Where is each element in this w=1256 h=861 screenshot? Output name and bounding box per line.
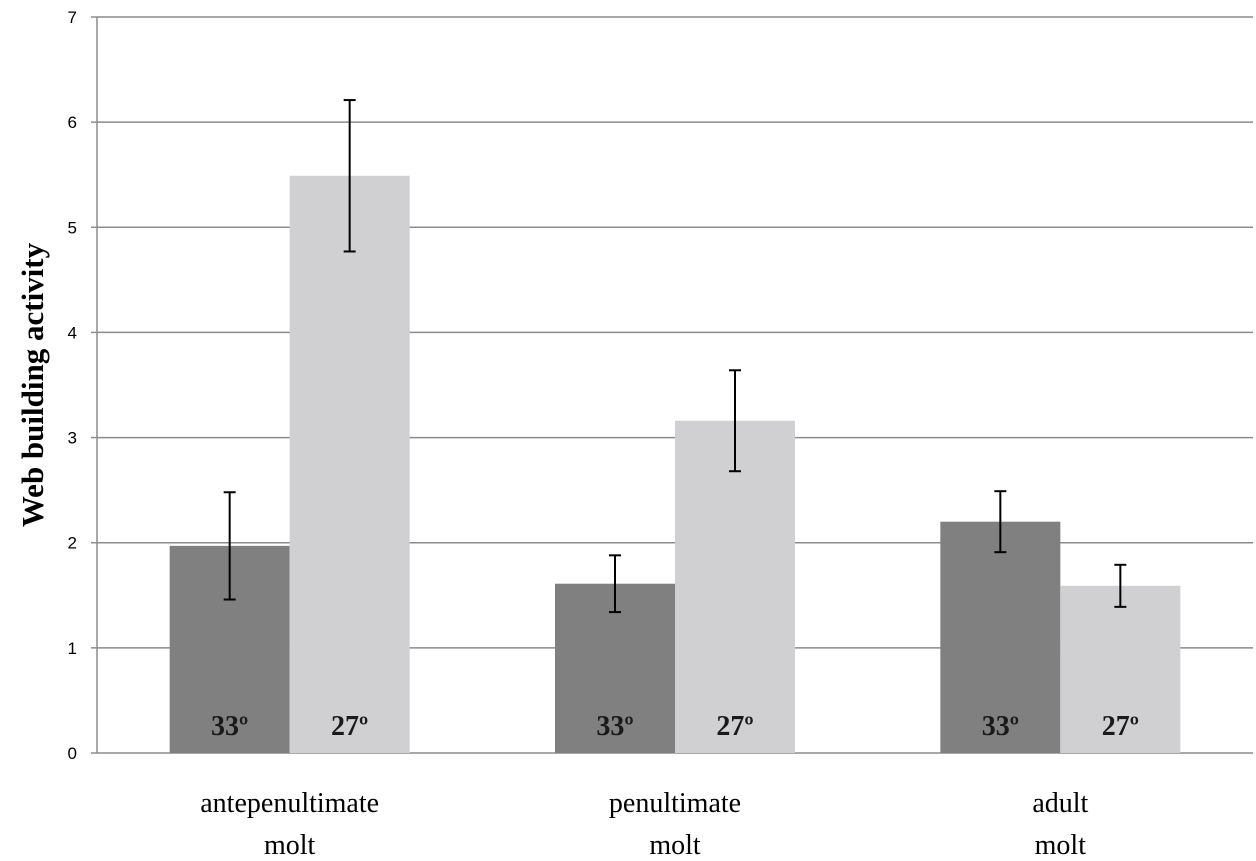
bar xyxy=(675,420,795,753)
y-tick-label: 2 xyxy=(68,534,77,553)
bar-series-label: 27º xyxy=(1102,711,1139,742)
y-tick-label: 1 xyxy=(68,639,77,658)
x-category-label: molt xyxy=(1035,830,1087,861)
x-category-label: antepenultimate xyxy=(200,788,379,819)
bar-series-label: 27º xyxy=(331,711,368,742)
y-axis-label: Web building activity xyxy=(15,242,50,527)
error-bars xyxy=(223,99,1127,614)
y-tick-label: 6 xyxy=(68,113,77,132)
bar-series-label: 33º xyxy=(596,711,633,742)
bars: 33º 27º 33º 27º 33º 27º xyxy=(169,175,1181,753)
x-category-label: adult xyxy=(1032,788,1088,819)
y-tick-label: 4 xyxy=(68,323,77,342)
y-tick-label: 0 xyxy=(68,744,77,763)
bar-series-label: 33º xyxy=(982,711,1019,742)
bar xyxy=(1060,585,1181,753)
x-category-label: molt xyxy=(264,830,316,861)
y-tick-label: 5 xyxy=(68,218,77,237)
bar-series-label: 27º xyxy=(716,711,753,742)
bar xyxy=(289,175,410,753)
y-axis-ticks: 0 1 2 3 4 5 6 7 xyxy=(68,8,77,763)
y-tick-label: 7 xyxy=(68,8,77,27)
x-axis-categories: antepenultimate molt penultimate molt adult m… xyxy=(200,788,1088,861)
y-tick-label: 3 xyxy=(68,429,77,448)
x-category-label: penultimate xyxy=(609,788,741,819)
bar xyxy=(940,521,1061,753)
x-category-label: molt xyxy=(649,830,701,861)
bar-series-label: 33º xyxy=(211,711,248,742)
